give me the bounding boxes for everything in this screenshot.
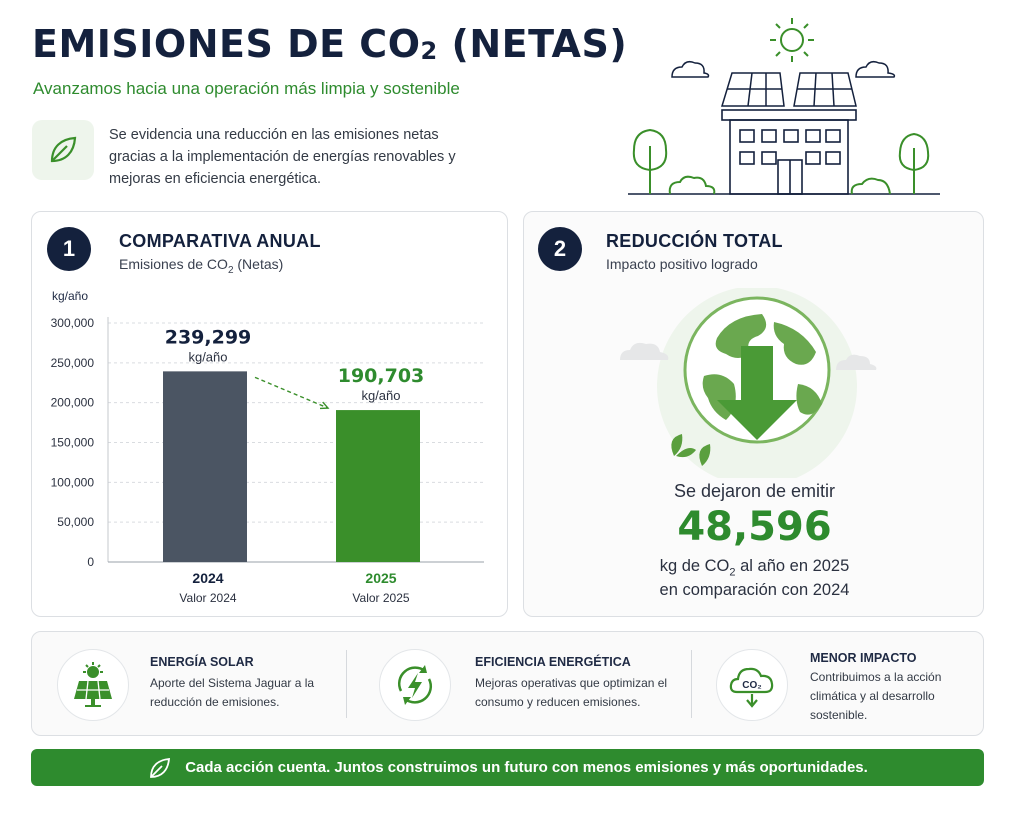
x-tick-label: 2025: [365, 570, 396, 586]
card2-subtitle: Impacto positivo logrado: [606, 256, 758, 272]
card1-subtitle: Emisiones de CO2 (Netas): [119, 256, 284, 276]
y-tick-label: 300,000: [51, 316, 95, 330]
co2-cloud-icon: CO₂: [716, 649, 788, 721]
feature-solar: ENERGÍA SOLAR Aporte del Sistema Jaguar …: [32, 632, 346, 737]
bar-unit-label: kg/año: [188, 349, 227, 364]
features-strip: ENERGÍA SOLAR Aporte del Sistema Jaguar …: [31, 631, 984, 736]
leaf-icon: [32, 120, 94, 180]
y-axis-label: kg/año: [52, 289, 88, 303]
feature-impact-title: MENOR IMPACTO: [810, 651, 917, 665]
trend-arrow-head: [319, 401, 330, 410]
feature-impact-desc: Contribuimos a la acción climática y al …: [810, 670, 942, 722]
feature-solar-desc: Aporte del Sistema Jaguar a la reducción…: [150, 676, 315, 709]
reduction-unit-line: kg de CO2 al año en 2025: [659, 557, 850, 579]
earth-arrow-icon: [620, 288, 877, 478]
page-subtitle: Avanzamos hacia una operación más limpia…: [33, 79, 460, 98]
banner-text: Cada acción cuenta. Juntos construimos u…: [185, 759, 868, 776]
building-solar-illustration: [628, 18, 940, 195]
divider: [691, 650, 692, 718]
step-badge-1: 1: [47, 227, 91, 271]
y-tick-label: 100,000: [51, 475, 95, 489]
y-tick-label: 0: [87, 555, 94, 569]
svg-text:CO₂: CO₂: [742, 680, 761, 691]
page-title: EMISIONES DE CO2 (NETAS): [32, 22, 628, 66]
sun-icon: [770, 18, 814, 62]
card1-title: COMPARATIVA ANUAL: [119, 231, 321, 251]
y-tick-label: 50,000: [57, 515, 94, 529]
annual-comparison-card: 1 COMPARATIVA ANUAL Emisiones de CO2 (Ne…: [31, 211, 508, 617]
bar-value-label: 239,299: [165, 326, 252, 348]
total-reduction-card: 2 REDUCCIÓN TOTAL Impacto positivo logra…: [523, 211, 984, 617]
y-tick-label: 150,000: [51, 436, 95, 450]
energy-bolt-icon: [379, 649, 451, 721]
y-tick-label: 200,000: [51, 396, 95, 410]
intro-text: Se evidencia una reducción en las emisio…: [109, 127, 456, 187]
reduction-lead: Se dejaron de emitir: [673, 481, 836, 501]
reduction-value: 48,596: [677, 504, 832, 550]
feature-efficiency-title: EFICIENCIA ENERGÉTICA: [475, 655, 631, 669]
solar-panel-icon: [57, 649, 129, 721]
feature-efficiency-desc: Mejoras operativas que optimizan el cons…: [475, 676, 668, 709]
bar-2024: [163, 371, 247, 562]
bar-2025: [336, 410, 420, 562]
y-tick-label: 250,000: [51, 356, 95, 370]
bar-value-label: 190,703: [338, 365, 425, 387]
step-badge-2: 2: [538, 227, 582, 271]
feature-efficiency: EFICIENCIA ENERGÉTICA Mejoras operativas…: [347, 632, 691, 737]
x-sub-label: Valor 2025: [352, 591, 409, 605]
leaf-icon: [150, 757, 171, 778]
reduction-comparison-line: en comparación con 2024: [659, 581, 850, 599]
card2-title: REDUCCIÓN TOTAL: [606, 231, 783, 251]
divider: [346, 650, 347, 718]
footer-banner: Cada acción cuenta. Juntos construimos u…: [31, 749, 984, 786]
bar-unit-label: kg/año: [361, 388, 400, 403]
feature-solar-title: ENERGÍA SOLAR: [150, 655, 254, 669]
x-tick-label: 2024: [192, 570, 223, 586]
feature-impact: CO₂ MENOR IMPACTO Contribuimos a la acci…: [692, 632, 985, 737]
trend-arrow-line: [254, 376, 329, 409]
x-sub-label: Valor 2024: [179, 591, 236, 605]
emissions-bar-chart: kg/año 0 50,000 100,000 150,000 200,000 250,00…: [51, 289, 484, 605]
